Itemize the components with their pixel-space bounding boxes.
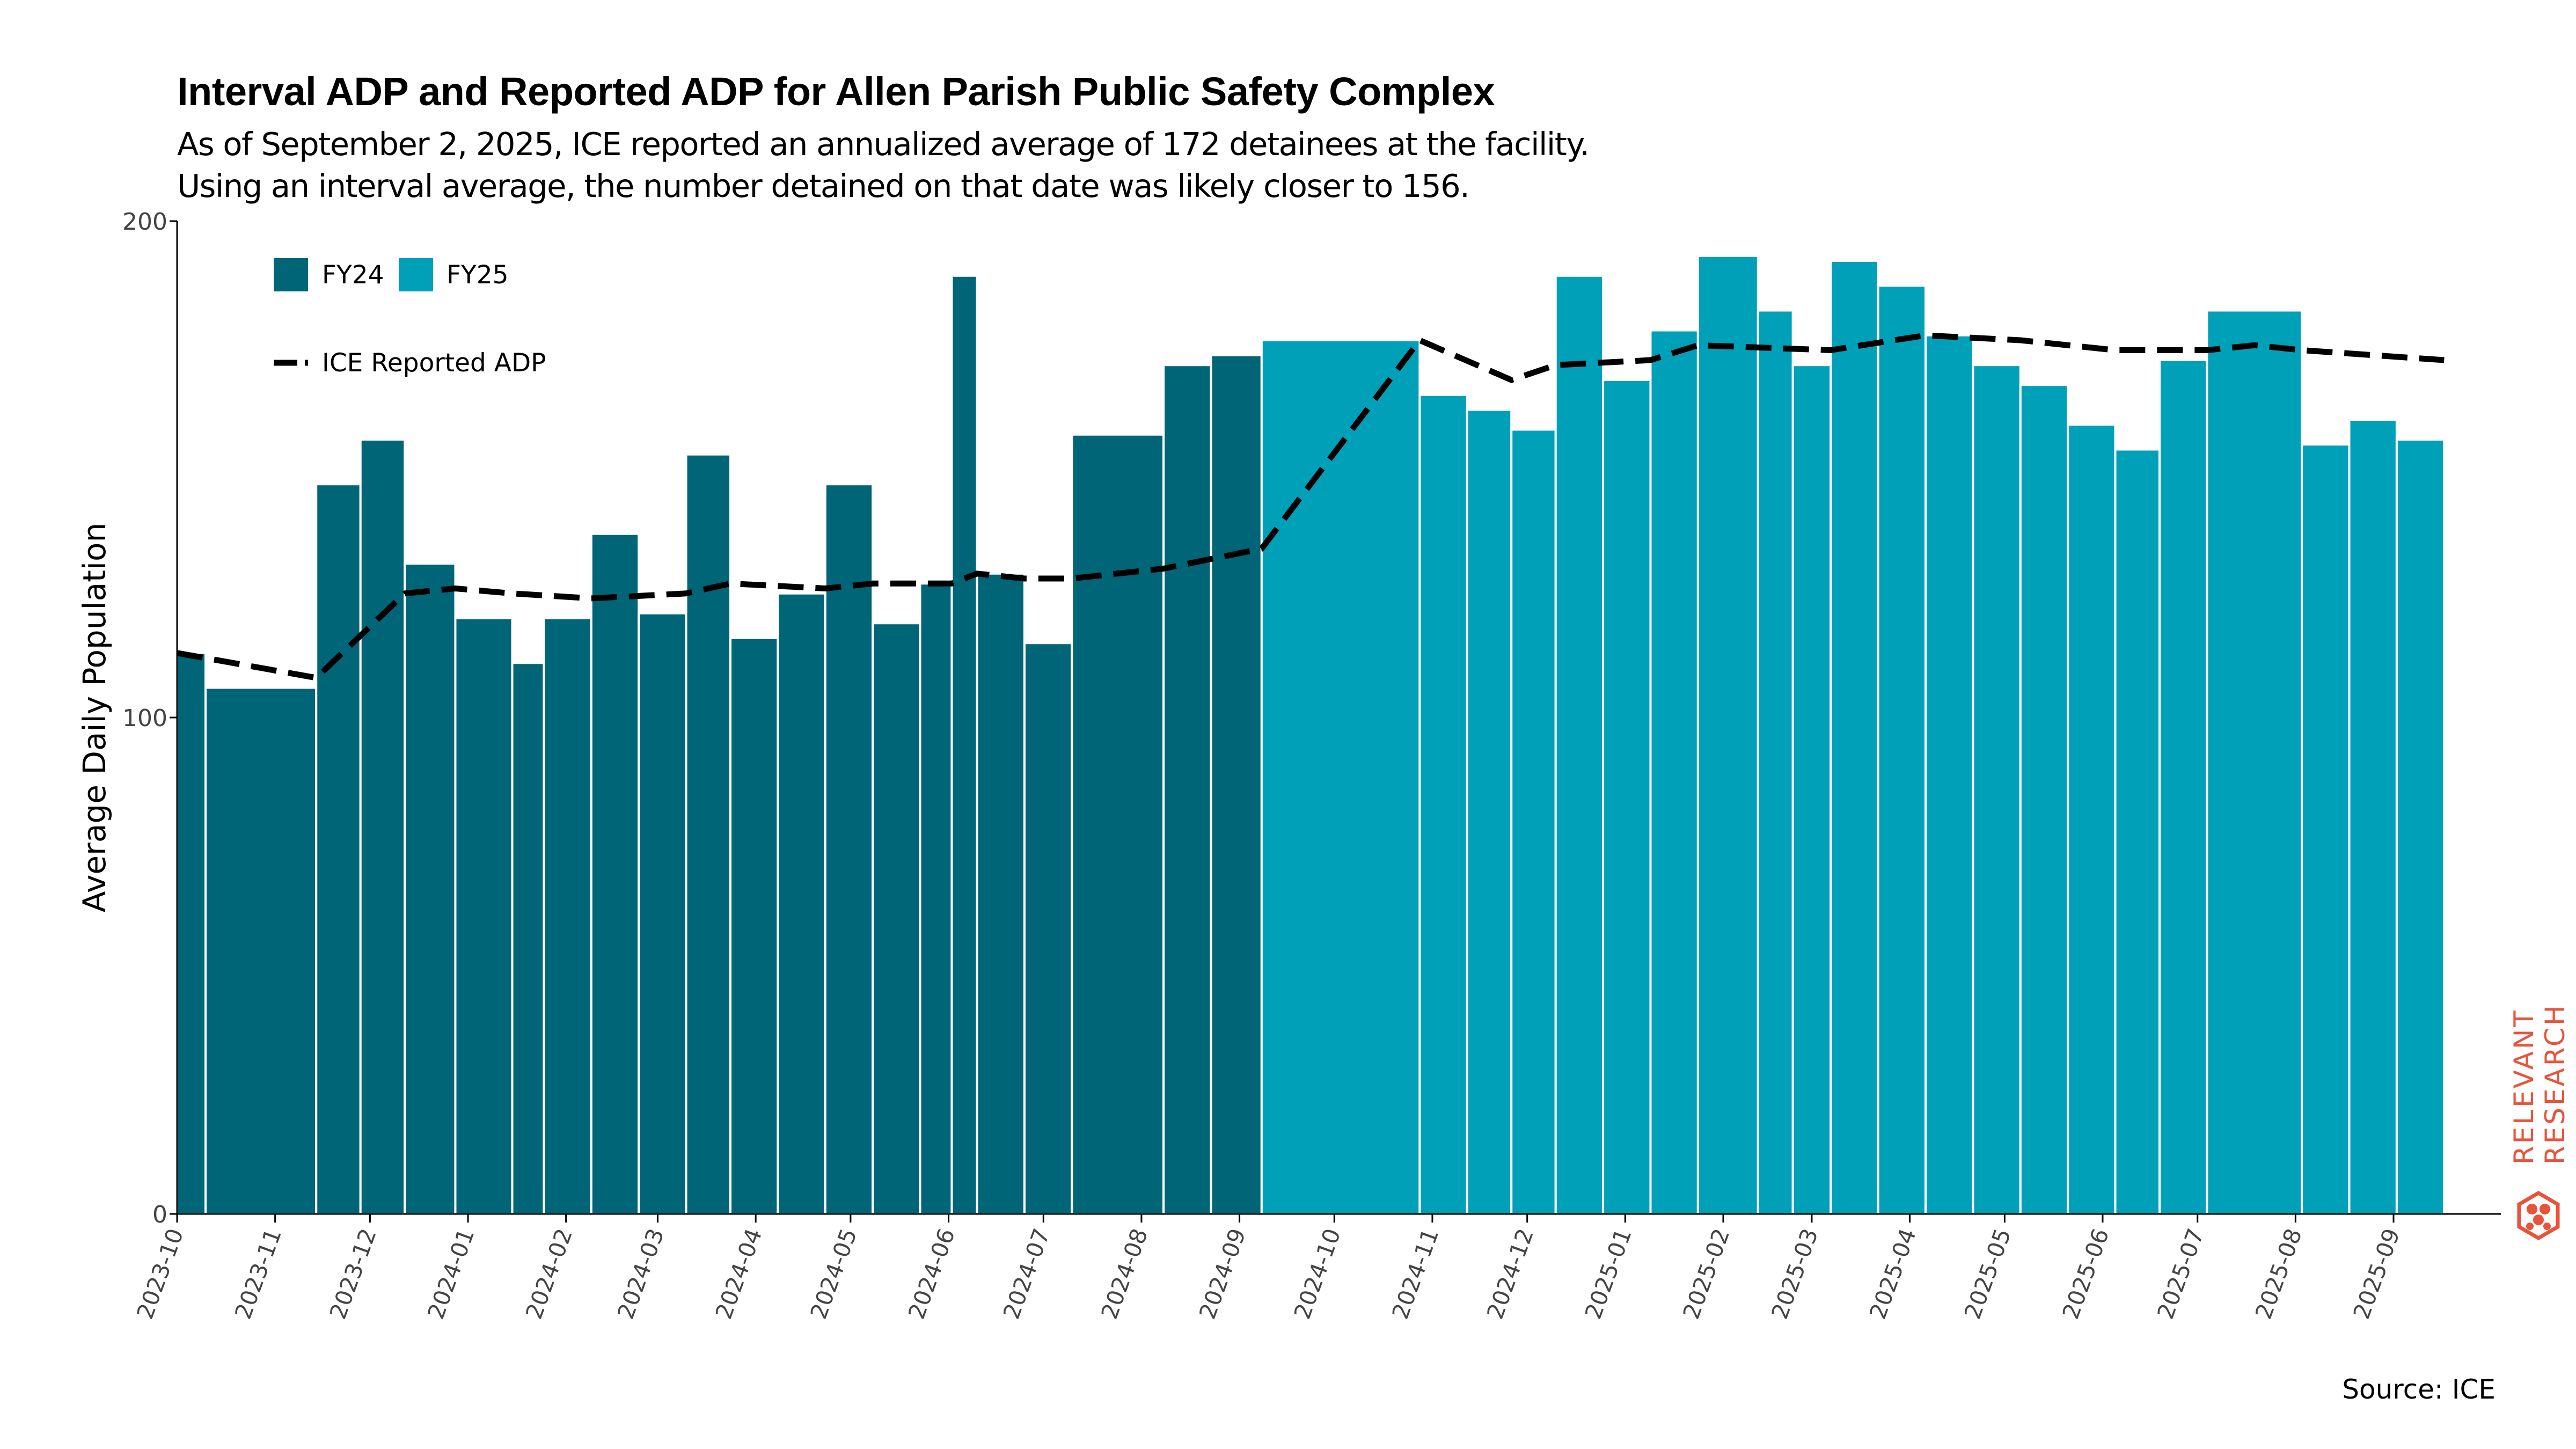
- bar-fy25-7: [1696, 254, 1759, 1215]
- bar-fy24-19: [1071, 433, 1165, 1215]
- bar-fy25-19: [2301, 443, 2351, 1215]
- legend-label-fy25: FY25: [447, 260, 509, 290]
- bar-fy24-16: [950, 274, 978, 1215]
- bar-fy24-17: [976, 572, 1026, 1215]
- bar-fy24-4: [404, 562, 457, 1215]
- bar-fy24-14: [872, 622, 921, 1215]
- bar-fy25-11: [1877, 284, 1927, 1215]
- bar-fy25-20: [2348, 419, 2398, 1215]
- x-tick-label-2025-04: 2025-04: [1864, 1225, 1921, 1323]
- x-tick-label-2023-10: 2023-10: [131, 1225, 188, 1323]
- logo-hexagon-icon: [2517, 1190, 2560, 1241]
- bar-fy25-2: [1466, 408, 1513, 1215]
- x-tick-label-2023-12: 2023-12: [325, 1225, 382, 1323]
- x-tick-label-2025-09: 2025-09: [2348, 1225, 2405, 1323]
- bar-fy24-13: [824, 483, 874, 1215]
- x-tick-label-2023-11: 2023-11: [230, 1225, 287, 1323]
- legend-swatch-fy24: [274, 258, 308, 291]
- bar-fy24-20: [1162, 364, 1212, 1215]
- bar-fy25-1: [1418, 393, 1468, 1215]
- x-tick-label-2025-01: 2025-01: [1580, 1225, 1637, 1323]
- bar-fy24-12: [777, 592, 826, 1215]
- bar-fy25-4: [1554, 274, 1605, 1215]
- bar-fy24-18: [1023, 642, 1073, 1215]
- bar-fy25-10: [1829, 260, 1879, 1215]
- x-tick-label-2024-02: 2024-02: [521, 1225, 577, 1323]
- x-tick-label-2025-03: 2025-03: [1766, 1225, 1823, 1323]
- x-tick-label-2025-05: 2025-05: [1959, 1225, 2016, 1323]
- x-tick-label-2024-03: 2024-03: [612, 1225, 669, 1323]
- bar-fy24-3: [359, 438, 406, 1215]
- bar-fy25-6: [1649, 329, 1699, 1215]
- legend-label-ice-reported-adp: ICE Reported ADP: [322, 348, 546, 378]
- x-tick-label-2025-06: 2025-06: [2057, 1225, 2114, 1323]
- bar-fy24-21: [1210, 354, 1263, 1215]
- bar-fy25-8: [1757, 309, 1794, 1215]
- y-tick-label-0: 0: [152, 1201, 167, 1228]
- x-tick-label-2024-12: 2024-12: [1482, 1225, 1539, 1323]
- legend-label-fy24: FY24: [322, 260, 384, 290]
- bar-fy25-3: [1510, 428, 1557, 1215]
- x-tick-label-2024-08: 2024-08: [1096, 1225, 1153, 1323]
- y-tick-label-100: 100: [122, 705, 167, 732]
- series-line-ice-reported-adp: [177, 332, 2445, 681]
- subtitle-line-1: As of September 2, 2025, ICE reported an…: [177, 126, 1590, 163]
- bar-fy25-5: [1602, 379, 1652, 1215]
- bar-fy25-17: [2158, 359, 2208, 1215]
- bar-fy24-11: [729, 637, 779, 1215]
- bar-fy24-15: [919, 582, 953, 1215]
- subtitle-line-2: Using an interval average, the number de…: [177, 167, 1470, 204]
- bar-fy25-12: [1924, 334, 1974, 1215]
- bar-fy25-14: [2019, 384, 2069, 1215]
- bar-fy25-18: [2206, 309, 2303, 1215]
- bar-fy24-7: [543, 617, 592, 1215]
- logo-text-line1: RELEVANT: [2508, 1008, 2540, 1165]
- bar-fy24-2: [315, 483, 362, 1215]
- bar-fy24-8: [590, 532, 640, 1215]
- logo-text-line2: RESEARCH: [2540, 1003, 2571, 1165]
- bar-fy25-9: [1791, 364, 1832, 1215]
- y-tick-label-200: 200: [122, 208, 167, 236]
- x-tick-label-2025-07: 2025-07: [2152, 1225, 2209, 1323]
- x-tick-label-2024-05: 2024-05: [805, 1225, 862, 1323]
- bar-fy24-5: [454, 617, 514, 1215]
- y-axis-label: Average Daily Population: [76, 523, 113, 913]
- bar-fy24-0: [176, 652, 207, 1215]
- bar-fy24-6: [511, 662, 545, 1215]
- bar-fy25-16: [2114, 448, 2161, 1215]
- x-tick-label-2025-08: 2025-08: [2250, 1225, 2307, 1323]
- bar-fy24-1: [204, 686, 318, 1215]
- x-tick-label-2024-07: 2024-07: [998, 1225, 1055, 1323]
- bar-fy25-21: [2395, 438, 2446, 1215]
- chart-subtitle: As of September 2, 2025, ICE reported an…: [177, 123, 1590, 207]
- x-tick-label-2024-01: 2024-01: [422, 1225, 479, 1323]
- source-note: Source: ICE: [2342, 1374, 2496, 1405]
- x-tick-label-2024-11: 2024-11: [1387, 1225, 1444, 1323]
- bar-fy24-10: [685, 453, 732, 1215]
- x-tick-label-2024-06: 2024-06: [903, 1225, 960, 1323]
- bar-fy25-0: [1260, 339, 1421, 1215]
- x-tick-label-2024-04: 2024-04: [710, 1225, 767, 1323]
- chart-title: Interval ADP and Reported ADP for Allen …: [177, 69, 1495, 114]
- x-tick-label-2024-10: 2024-10: [1289, 1225, 1346, 1323]
- x-tick-label-2024-09: 2024-09: [1194, 1225, 1251, 1323]
- bar-fy25-13: [1972, 364, 2022, 1215]
- x-tick-label-2025-02: 2025-02: [1678, 1225, 1735, 1323]
- legend-swatch-fy25: [399, 258, 433, 291]
- bar-fy25-15: [2067, 423, 2117, 1215]
- bar-fy24-9: [638, 612, 687, 1215]
- relevant-research-logo: RELEVANT RESEARCH: [2501, 987, 2576, 1277]
